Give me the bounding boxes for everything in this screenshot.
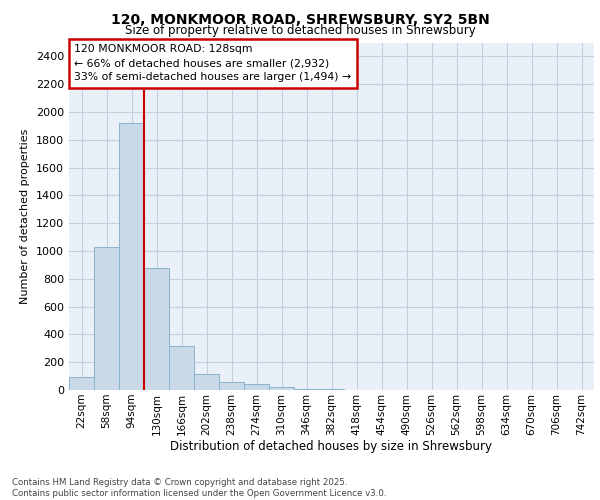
Text: 120 MONKMOOR ROAD: 128sqm
← 66% of detached houses are smaller (2,932)
33% of se: 120 MONKMOOR ROAD: 128sqm ← 66% of detac…: [74, 44, 352, 82]
Bar: [319, 388, 344, 390]
Bar: [144, 268, 169, 390]
Text: 120, MONKMOOR ROAD, SHREWSBURY, SY2 5BN: 120, MONKMOOR ROAD, SHREWSBURY, SY2 5BN: [110, 12, 490, 26]
Bar: [119, 123, 144, 390]
Bar: [269, 387, 294, 390]
Bar: [169, 346, 194, 390]
Bar: [94, 247, 119, 390]
Text: Size of property relative to detached houses in Shrewsbury: Size of property relative to detached ho…: [125, 24, 475, 37]
X-axis label: Distribution of detached houses by size in Shrewsbury: Distribution of detached houses by size …: [170, 440, 493, 454]
Bar: [69, 378, 94, 390]
Bar: [294, 388, 319, 390]
Y-axis label: Number of detached properties: Number of detached properties: [20, 128, 31, 304]
Text: Contains HM Land Registry data © Crown copyright and database right 2025.
Contai: Contains HM Land Registry data © Crown c…: [12, 478, 386, 498]
Bar: [219, 382, 244, 390]
Bar: [194, 374, 219, 390]
Bar: [244, 384, 269, 390]
